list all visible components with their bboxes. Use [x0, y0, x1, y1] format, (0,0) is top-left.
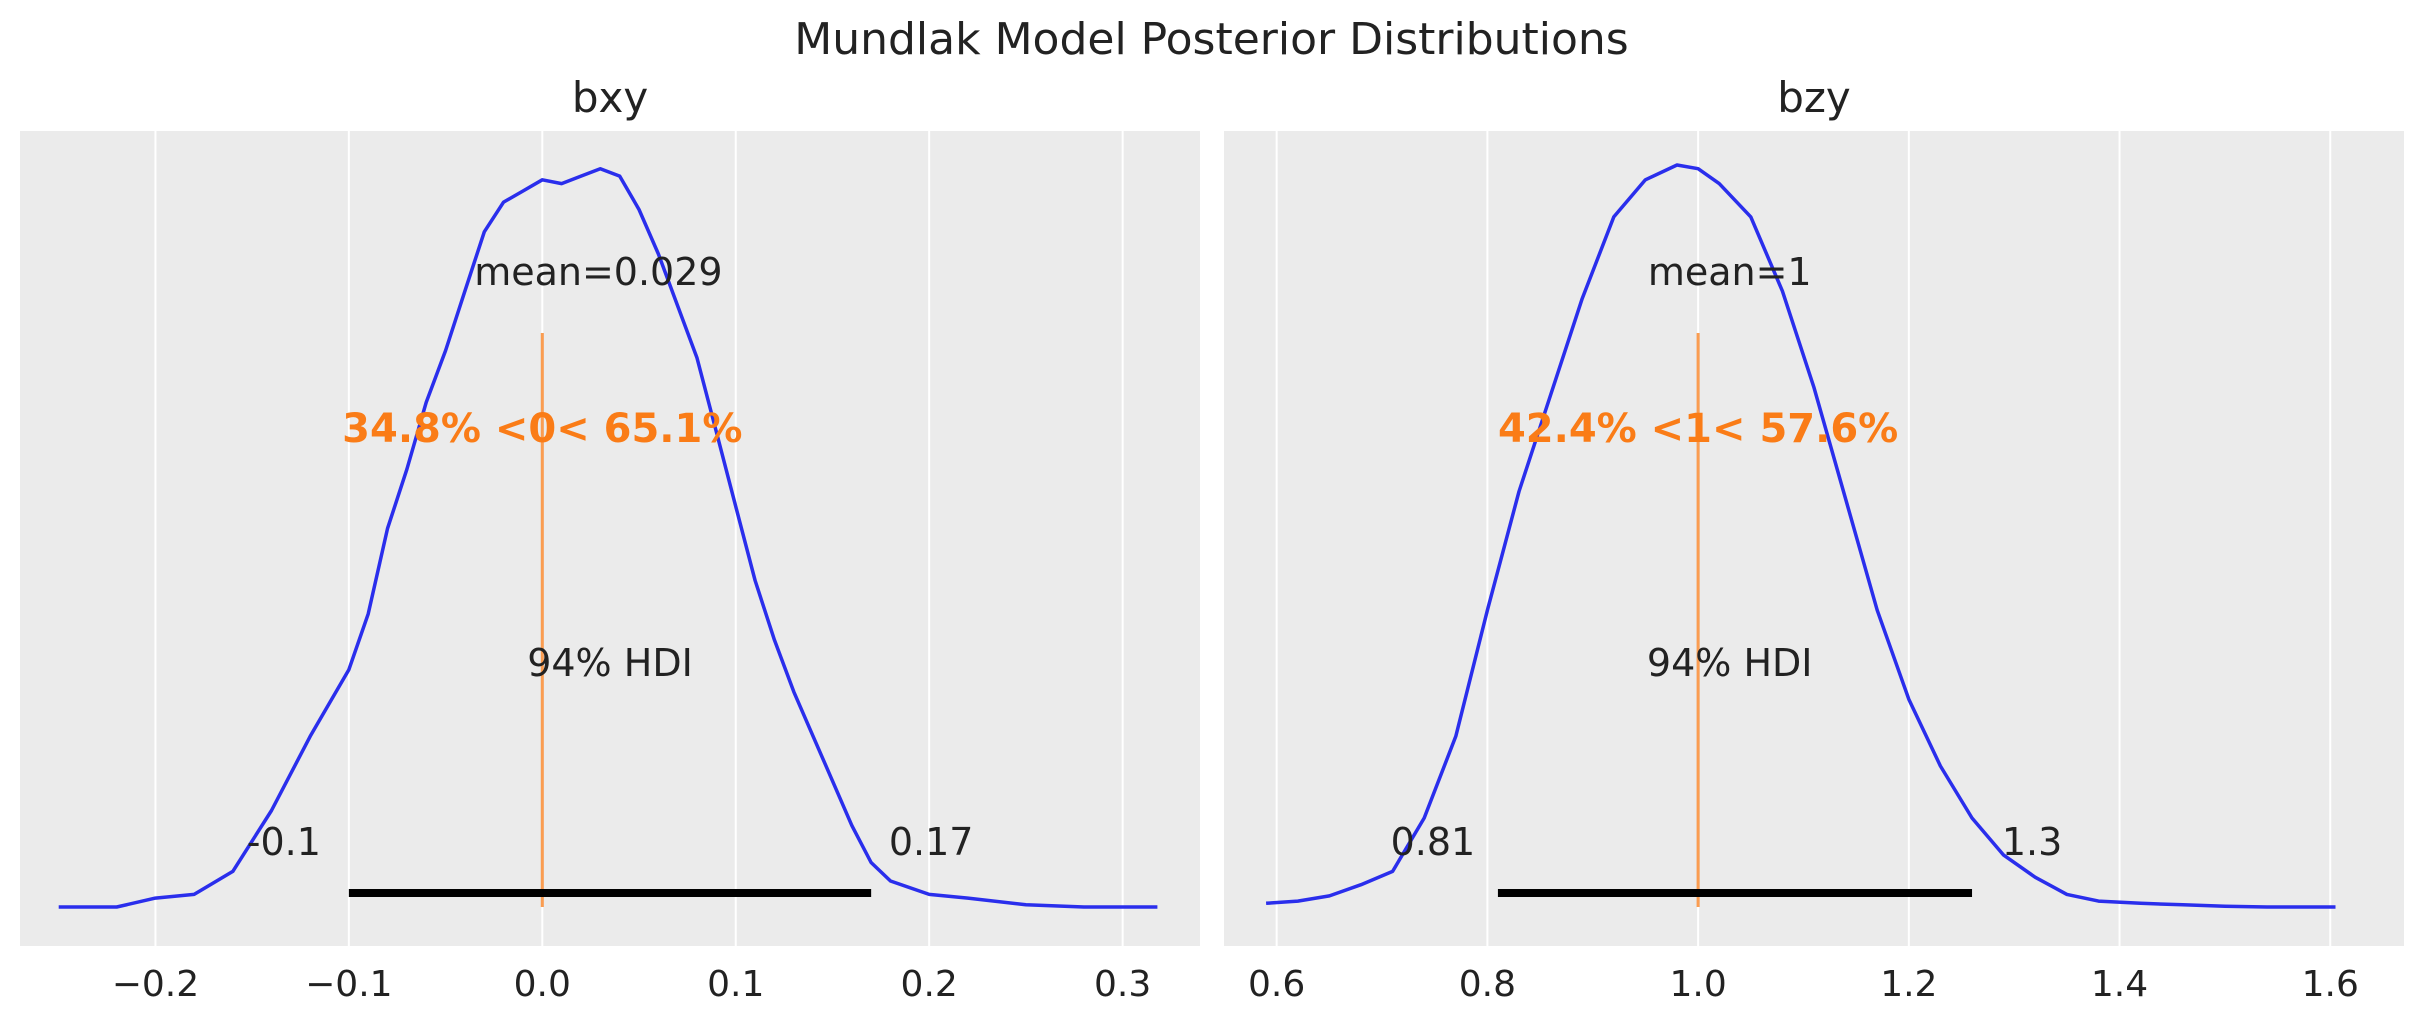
- x-tick-label: 1.0: [1669, 964, 1726, 1005]
- hdi-low-label-bzy: 0.81: [1391, 820, 1476, 864]
- x-tick-label: 0.0: [514, 964, 571, 1005]
- hdi-label-bxy: 94% HDI: [527, 641, 693, 685]
- hdi-low-label-bxy: -0.1: [247, 820, 321, 864]
- density-curve-bxy: [58, 166, 1158, 909]
- x-tick-label: −0.1: [305, 964, 392, 1005]
- hdi-label-bzy: 94% HDI: [1647, 641, 1813, 685]
- x-tick-label: 0.1: [707, 964, 764, 1005]
- panel-title-bxy: bxy: [572, 73, 648, 122]
- plot-area-bzy: [1224, 131, 2404, 946]
- plot-area-bxy: [20, 131, 1200, 946]
- x-tick-label: 0.8: [1459, 964, 1516, 1005]
- x-tick-label: 0.6: [1248, 964, 1305, 1005]
- panel-title-bzy: bzy: [1777, 73, 1851, 122]
- density-curve-bzy: [1265, 163, 2336, 909]
- mean-label-bzy: mean=1: [1648, 250, 1812, 294]
- hdi-high-label-bxy: 0.17: [889, 820, 974, 864]
- hdi-high-label-bzy: 1.3: [2002, 820, 2062, 864]
- panel-bzy: 0.6 0.8 1.0 1.2 1.4 1.6 bzy mean=1 42.4% <1< …: [1224, 73, 2404, 1005]
- reference-label-bxy: 34.8% <0< 65.1%: [342, 406, 742, 452]
- panel-bxy: −0.2 −0.1 0.0 0.1 0.2 0.3 bxy mean=0.029 34.8…: [20, 73, 1200, 1005]
- x-tick-label: 1.2: [1880, 964, 1937, 1005]
- x-tick-label: 1.4: [2091, 964, 2148, 1005]
- x-tick-label: 1.6: [2302, 964, 2359, 1005]
- x-tick-label: 0.2: [901, 964, 958, 1005]
- mean-label-bxy: mean=0.029: [474, 250, 722, 294]
- reference-label-bzy: 42.4% <1< 57.6%: [1498, 406, 1898, 452]
- x-tick-label: −0.2: [112, 964, 199, 1005]
- x-tick-label: 0.3: [1094, 964, 1151, 1005]
- figure-title: Mundlak Model Posterior Distributions: [794, 14, 1629, 65]
